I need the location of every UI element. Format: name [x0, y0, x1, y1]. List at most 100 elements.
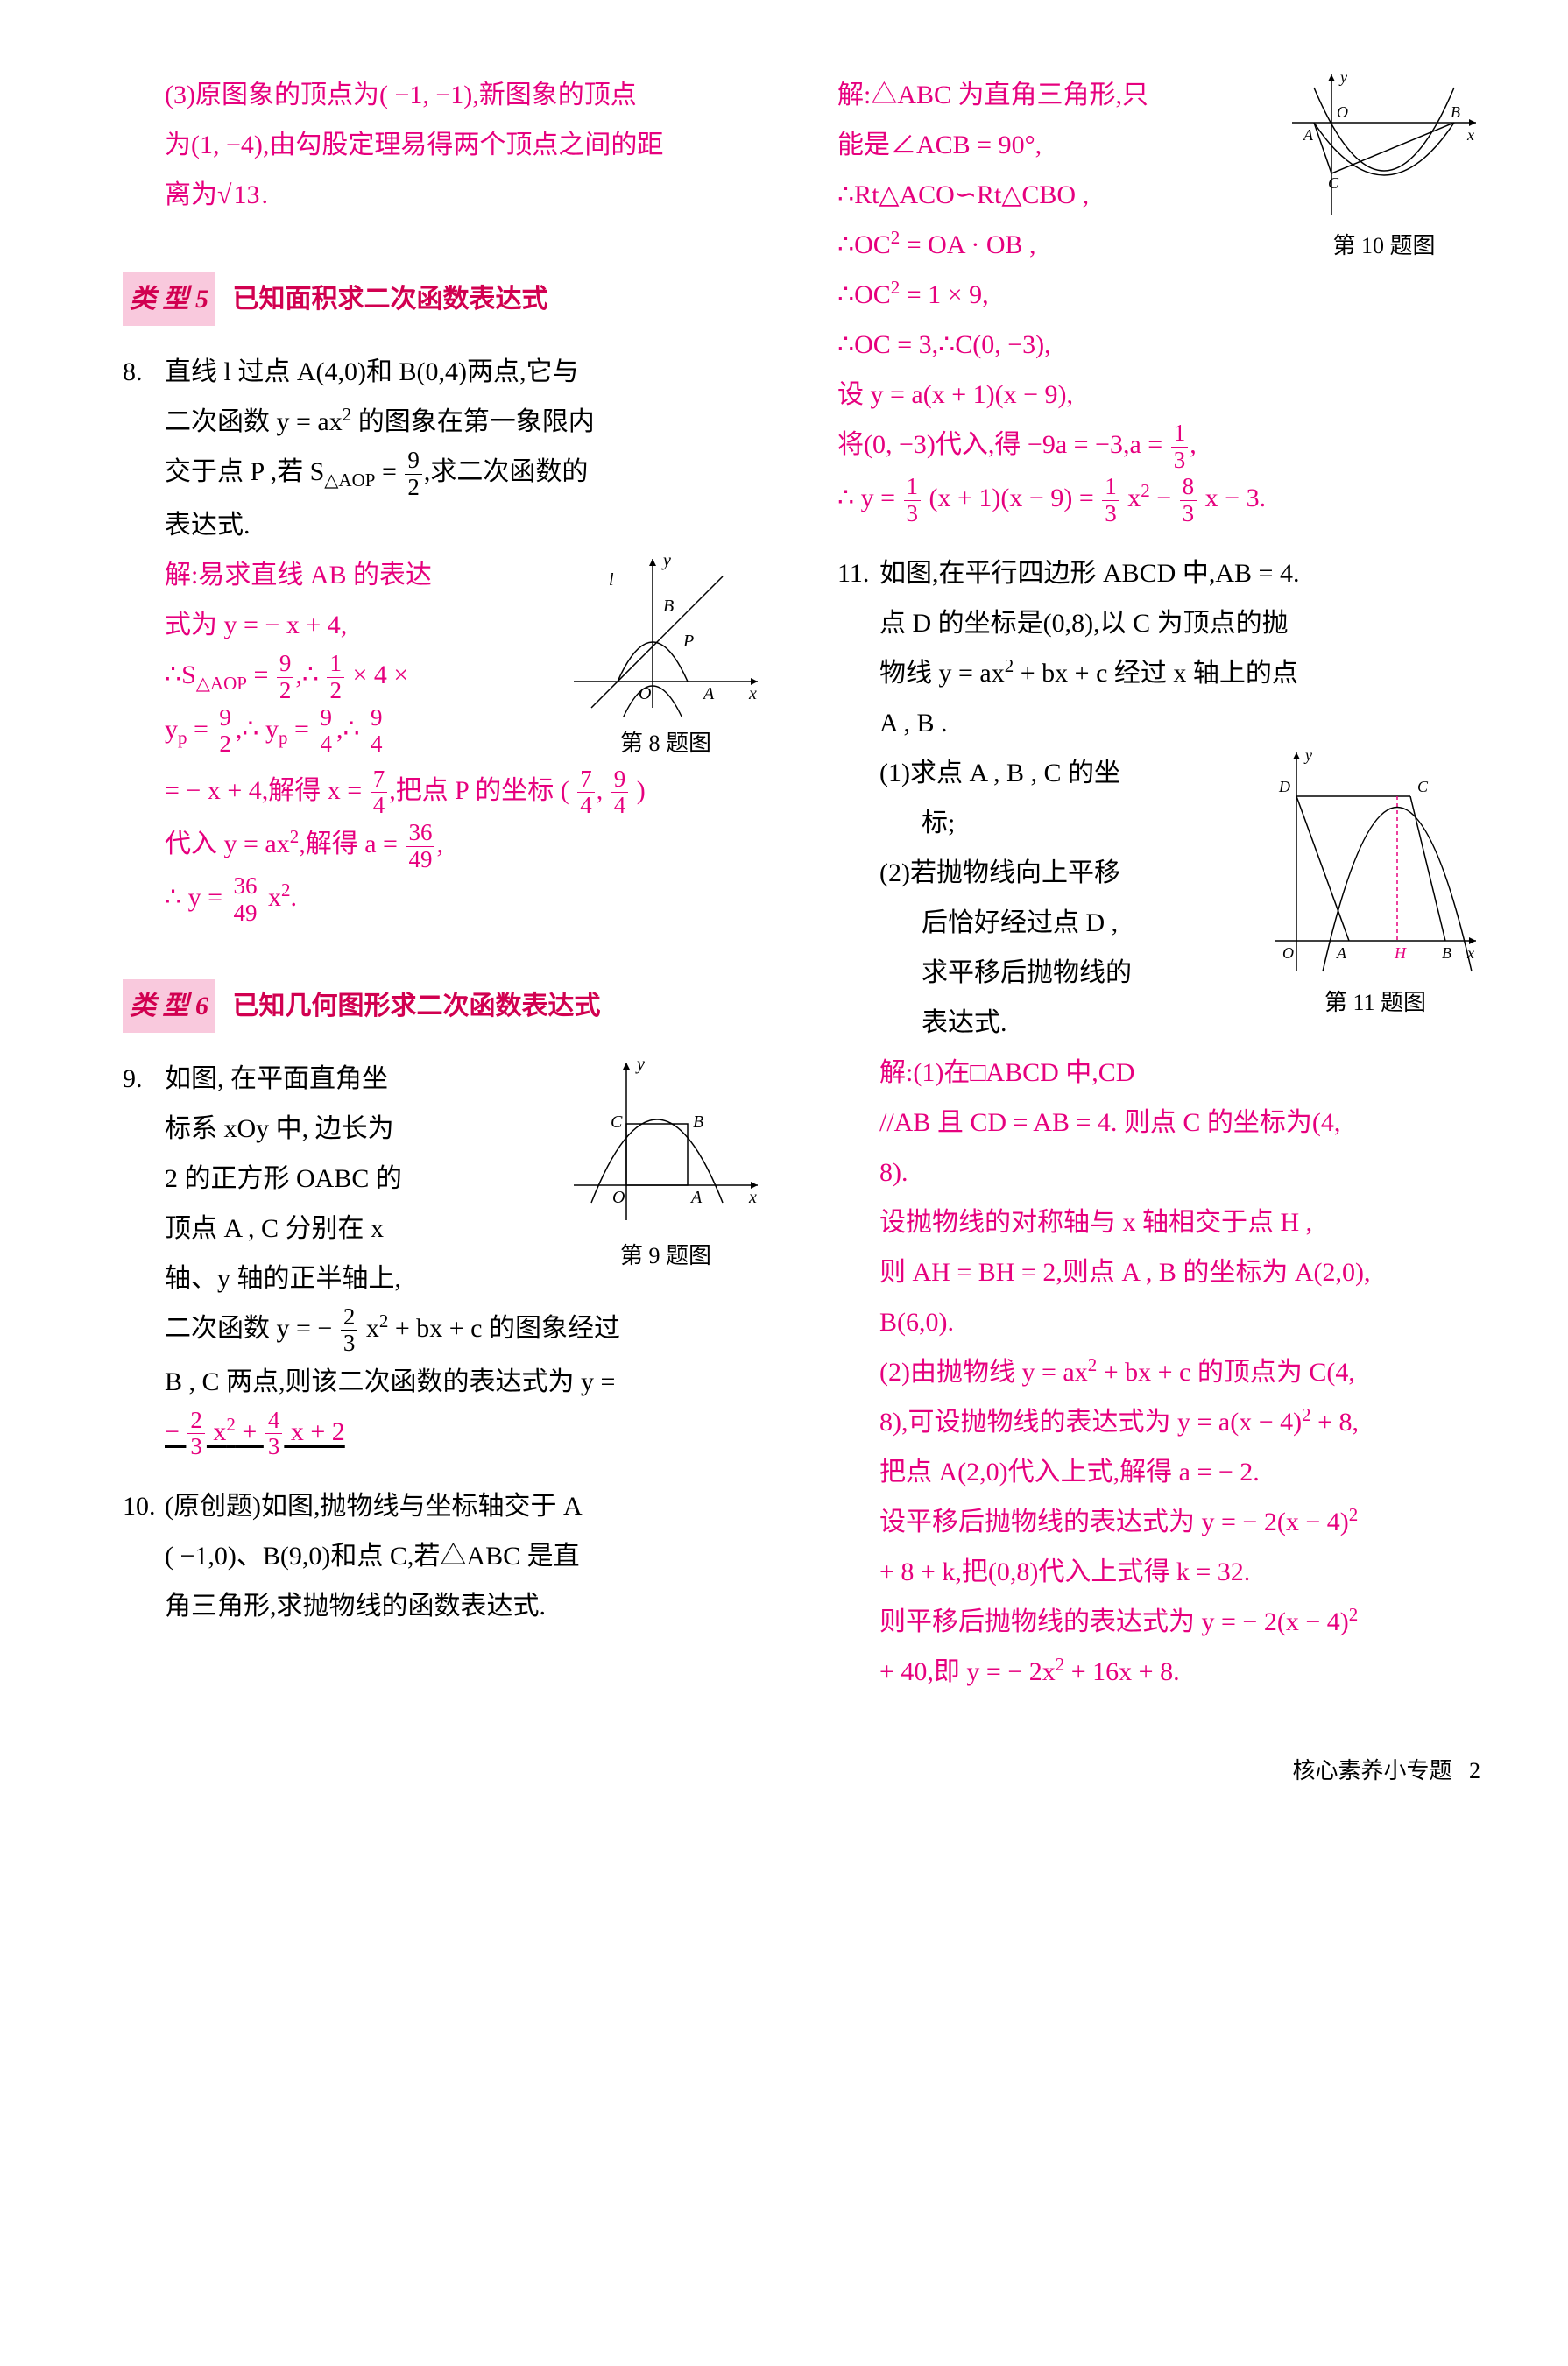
text-line: = − x + 4,解得 x = 74,把点 P 的坐标 ( 74, 94 )	[165, 766, 766, 819]
svg-text:D: D	[1278, 778, 1290, 795]
text-line: 物线 y = ax2 + bx + c 经过 x 轴上的点	[879, 648, 1480, 698]
question-body: 如图,在平行四边形 ABCD 中,AB = 4. 点 D 的坐标是(0,8),以…	[879, 548, 1480, 1697]
question-body: 如图, 在平面直角坐 标系 xOy 中, 边长为 2 的正方形 OABC 的 顶…	[165, 1054, 766, 1461]
text-line: B(6,0).	[879, 1297, 1480, 1347]
sqrt: 13	[217, 170, 261, 220]
svg-text:x: x	[1466, 126, 1474, 144]
text-line: 标系 xOy 中, 边长为	[165, 1104, 554, 1154]
text-line: A , B .	[879, 698, 1480, 748]
text-line: (2)由抛物线 y = ax2 + bx + c 的顶点为 C(4,	[879, 1347, 1480, 1397]
figure-10-svg: x y O A B C	[1288, 70, 1480, 219]
svg-text:B: B	[693, 1112, 703, 1132]
text-line: ∴Rt△ACO∽Rt△CBO ,	[837, 170, 1277, 220]
text-line: //AB 且 CD = AB = 4. 则点 C 的坐标为(4,	[879, 1098, 1480, 1148]
svg-text:B: B	[663, 597, 674, 616]
text-line: 轴、y 轴的正半轴上,	[165, 1254, 554, 1303]
text-line: 式为 y = − x + 4,	[165, 600, 554, 650]
text-line: 求平移后抛物线的	[879, 948, 1260, 998]
question-body: (原创题)如图,抛物线与坐标轴交于 A ( −1,0)、B(9,0)和点 C,若…	[165, 1481, 766, 1631]
text-line: 二次函数 y = − 23 x2 + bx + c 的图象经过	[165, 1303, 766, 1357]
text-line: 直线 l 过点 A(4,0)和 B(0,4)两点,它与	[165, 347, 766, 397]
text-line: (2)若抛物线向上平移	[879, 848, 1260, 898]
svg-text:A: A	[689, 1188, 703, 1207]
svg-text:x: x	[748, 1188, 757, 1207]
right-column: 解:△ABC 为直角三角形,只 能是∠ACB = 90°, ∴Rt△ACO∽Rt…	[802, 70, 1480, 1792]
text-line: ∴S△AOP = 92,∴ 12 × 4 ×	[165, 650, 554, 703]
text-line: 设 y = a(x + 1)(x − 9),	[837, 370, 1480, 420]
category-badge: 类 型 5	[123, 272, 215, 326]
text-line: 离为13.	[165, 170, 766, 220]
text-line: 代入 y = ax2,解得 a = 3649,	[165, 819, 766, 872]
category-badge: 类 型 6	[123, 979, 215, 1033]
text-line: 将(0, −3)代入,得 −9a = −3,a = 13,	[837, 420, 1480, 473]
text-line: 解:△ABC 为直角三角形,只	[837, 70, 1277, 120]
question-number: 8.	[123, 347, 165, 397]
text-line: 顶点 A , C 分别在 x	[165, 1204, 554, 1254]
category-6-header: 类 型 6 已知几何图形求二次函数表达式	[123, 979, 766, 1033]
svg-text:y: y	[635, 1055, 645, 1074]
question-10-solution: 解:△ABC 为直角三角形,只 能是∠ACB = 90°, ∴Rt△ACO∽Rt…	[837, 70, 1480, 527]
svg-text:y: y	[1303, 748, 1312, 764]
text-line: (3)原图象的顶点为( −1, −1),新图象的顶点	[165, 70, 766, 120]
text-line: (原创题)如图,抛物线与坐标轴交于 A	[165, 1481, 766, 1531]
svg-text:y: y	[661, 551, 671, 570]
text-line: ∴OC2 = OA · OB ,	[837, 220, 1277, 270]
text-line: 为(1, −4),由勾股定理易得两个顶点之间的距	[165, 120, 766, 170]
svg-text:l: l	[609, 570, 614, 590]
svg-text:A: A	[1303, 126, 1314, 144]
question-body: 直线 l 过点 A(4,0)和 B(0,4)两点,它与 二次函数 y = ax2…	[165, 347, 766, 927]
question-11: 11. 如图,在平行四边形 ABCD 中,AB = 4. 点 D 的坐标是(0,…	[837, 548, 1480, 1697]
category-5-header: 类 型 5 已知面积求二次函数表达式	[123, 272, 766, 326]
text-line: 8),可设抛物线的表达式为 y = a(x − 4)2 + 8,	[879, 1397, 1480, 1447]
text-line: 8).	[879, 1148, 1480, 1197]
text-line: yp = 92,∴ yp = 94,∴ 94	[165, 704, 554, 758]
text-line: 设平移后抛物线的表达式为 y = − 2(x − 4)2	[879, 1497, 1480, 1547]
category-title: 已知面积求二次函数表达式	[233, 285, 548, 314]
text-line: 如图, 在平面直角坐	[165, 1054, 554, 1104]
text-line: 二次函数 y = ax2 的图象在第一象限内	[165, 397, 766, 447]
text-line: ∴ y = 13 (x + 1)(x − 9) = 13 x2 − 83 x −…	[837, 473, 1480, 526]
svg-text:C: C	[611, 1112, 623, 1132]
page-number: 2	[1469, 1758, 1480, 1783]
svg-text:H: H	[1394, 944, 1407, 962]
solution-cont: //AB 且 CD = AB = 4. 则点 C 的坐标为(4, 8). 设抛物…	[879, 1098, 1480, 1697]
svg-text:C: C	[1417, 778, 1429, 795]
text-line: 则 AH = BH = 2,则点 A , B 的坐标为 A(2,0),	[879, 1247, 1480, 1297]
svg-text:x: x	[748, 684, 757, 703]
text-line: 把点 A(2,0)代入上式,解得 a = − 2.	[879, 1447, 1480, 1497]
figure-9-svg: x y O C B A	[565, 1054, 766, 1229]
text-line: 解:(1)在□ABCD 中,CD	[879, 1048, 1260, 1098]
svg-text:O: O	[1337, 103, 1348, 121]
category-title: 已知几何图形求二次函数表达式	[233, 992, 601, 1021]
figure-8-svg: x y O l B P A	[565, 550, 766, 717]
text-line: ∴OC = 3,∴C(0, −3),	[837, 320, 1480, 370]
svg-text:A: A	[702, 684, 715, 703]
text-line: 标;	[879, 798, 1260, 848]
text-line: 解:易求直线 AB 的表达	[165, 550, 554, 600]
text-line: + 8 + k,把(0,8)代入上式得 k = 32.	[879, 1547, 1480, 1597]
text-line: 设抛物线的对称轴与 x 轴相交于点 H ,	[879, 1197, 1480, 1247]
page-footer: 核心素养小专题 2	[837, 1749, 1480, 1792]
text-line: 则平移后抛物线的表达式为 y = − 2(x − 4)2	[879, 1597, 1480, 1647]
text-line: B , C 两点,则该二次函数的表达式为 y =	[165, 1357, 766, 1407]
svg-text:O: O	[612, 1188, 625, 1207]
fraction: 92	[405, 448, 422, 500]
figure-caption: 第 10 题图	[1288, 224, 1480, 267]
figure-11-svg: x y O D C A B H	[1270, 748, 1480, 976]
svg-text:A: A	[1336, 944, 1347, 962]
text-line: 后恰好经过点 D ,	[879, 898, 1260, 948]
figure-caption: 第 8 题图	[565, 722, 766, 765]
svg-text:O: O	[1282, 944, 1294, 962]
answer-blank: − 23 x2 + 43 x + 2	[165, 1407, 766, 1460]
question-10: 10. (原创题)如图,抛物线与坐标轴交于 A ( −1,0)、B(9,0)和点…	[123, 1481, 766, 1631]
svg-text:P: P	[682, 632, 694, 651]
svg-text:C: C	[1328, 174, 1339, 192]
left-column: (3)原图象的顶点为( −1, −1),新图象的顶点 为(1, −4),由勾股定…	[123, 70, 802, 1792]
text-line: 能是∠ACB = 90°,	[837, 120, 1277, 170]
text-line: 交于点 P ,若 S△AOP = 92,求二次函数的	[165, 447, 766, 500]
question-9: 9. 如图, 在平面直角坐 标系 xOy 中, 边长为 2 的正方形 OABC …	[123, 1054, 766, 1461]
text-line: 如图,在平行四边形 ABCD 中,AB = 4.	[879, 548, 1480, 598]
page-columns: (3)原图象的顶点为( −1, −1),新图象的顶点 为(1, −4),由勾股定…	[123, 70, 1480, 1792]
svg-text:y: y	[1338, 70, 1347, 86]
question-number: 9.	[123, 1054, 165, 1104]
